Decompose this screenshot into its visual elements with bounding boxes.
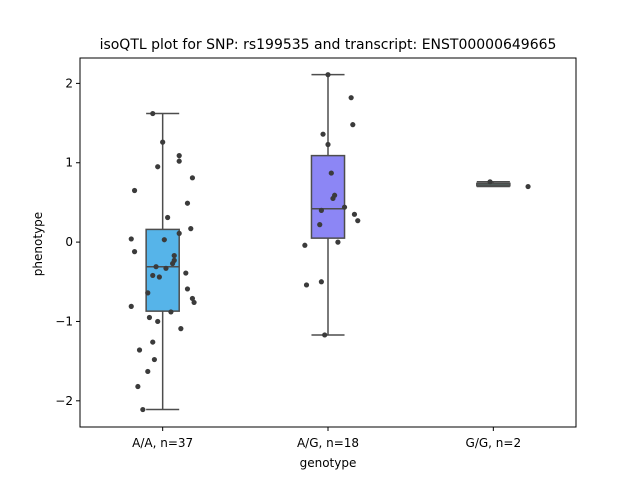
data-point [169, 260, 176, 267]
data-point [318, 279, 324, 285]
data-point [317, 222, 323, 228]
data-point [160, 139, 166, 145]
y-tick-label: −2 [55, 394, 73, 408]
data-point [318, 207, 324, 213]
data-point [150, 110, 156, 117]
data-point [135, 383, 141, 390]
data-point [155, 164, 161, 170]
box-group-0 [145, 112, 180, 411]
data-point [131, 187, 138, 194]
y-tick-label: 0 [65, 235, 73, 249]
data-point [351, 211, 358, 217]
data-point [184, 286, 191, 292]
data-point [176, 158, 182, 164]
data-point [335, 239, 341, 245]
axes-frame [79, 57, 577, 428]
y-tick-label: −1 [55, 314, 73, 328]
chart-title: isoQTL plot for SNP: rs199535 and transc… [100, 37, 557, 53]
data-point [150, 339, 156, 345]
data-point [325, 72, 331, 78]
box-iqr [310, 154, 346, 239]
data-point [487, 179, 493, 185]
box-group-2 [476, 181, 511, 188]
data-point [150, 272, 156, 279]
data-point [355, 218, 361, 224]
data-point [128, 303, 134, 309]
data-point [188, 226, 194, 232]
data-point [322, 332, 328, 338]
data-point [155, 318, 161, 325]
data-point [189, 175, 196, 181]
data-point [168, 309, 174, 315]
data-point [145, 368, 151, 375]
data-point [151, 356, 157, 363]
data-point [165, 214, 171, 221]
y-tick-label: 2 [65, 76, 73, 90]
data-point [153, 264, 159, 270]
x-axis: A/A, n=37 A/G, n=18 G/G, n=2 [132, 427, 521, 450]
data-point [350, 122, 356, 128]
data-point [140, 406, 146, 413]
data-point [325, 141, 331, 148]
data-point [146, 314, 153, 321]
data-point [302, 242, 308, 248]
x-tick-label: G/G, n=2 [466, 436, 522, 450]
x-tick-label: A/A, n=37 [132, 436, 193, 450]
box-group-1 [310, 73, 346, 336]
y-axis: −2 −1 0 1 2 [55, 76, 80, 408]
data-point [156, 274, 162, 280]
data-point [320, 131, 326, 137]
data-point [161, 237, 167, 243]
data-point [176, 153, 182, 159]
data-point [183, 270, 189, 276]
x-tick-label: A/G, n=18 [297, 436, 359, 450]
data-point [171, 252, 177, 259]
data-point [525, 183, 531, 190]
data-point [191, 299, 197, 306]
data-point [189, 295, 196, 302]
data-point [184, 200, 191, 206]
data-point [136, 347, 143, 353]
data-point [163, 265, 169, 271]
data-point [128, 236, 134, 242]
y-axis-label: phenotype [31, 212, 45, 276]
data-point [131, 249, 138, 255]
data-point [303, 282, 310, 288]
data-point [341, 204, 348, 210]
data-point [178, 326, 184, 332]
data-point [330, 195, 336, 202]
box-iqr [145, 228, 180, 312]
data-point [145, 290, 151, 296]
y-tick-label: 1 [65, 156, 73, 170]
plot-area [128, 72, 531, 413]
data-point [348, 95, 354, 101]
data-point [176, 230, 182, 236]
data-point [328, 170, 334, 176]
x-axis-label: genotype [300, 456, 357, 470]
